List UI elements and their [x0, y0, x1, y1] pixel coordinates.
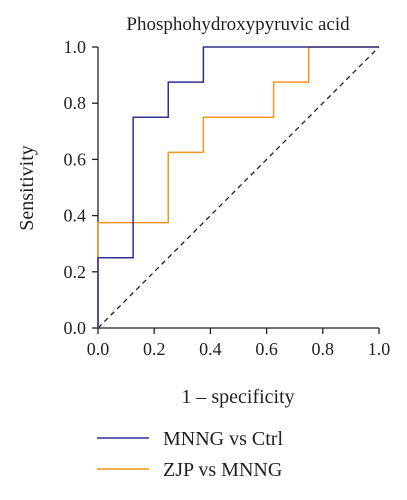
legend-label: ZJP vs MNNG [163, 459, 282, 481]
y-tick-label: 0.8 [64, 93, 87, 113]
y-tick-label: 0.6 [64, 149, 87, 169]
series-line-mnng-vs-ctrl [97, 46, 379, 328]
x-tick-label: 0.4 [199, 339, 222, 359]
x-tick-label: 0.2 [143, 339, 166, 359]
chart-title: Phosphohydroxypyruvic acid [126, 14, 350, 35]
series-line-zjp-vs-mnng [97, 46, 379, 328]
y-tick-label: 0.0 [64, 318, 87, 338]
y-tick-label: 1.0 [64, 37, 87, 57]
reference-diagonal-line [97, 46, 380, 329]
x-tick-label: 0.8 [312, 339, 335, 359]
tick-label-layer: 0.0 0.2 0.4 0.6 0.8 1.0 0.0 0.2 0.4 0.6 0.8 1.0 [64, 37, 391, 359]
y-tick-label: 0.4 [64, 206, 87, 226]
x-tick-label: 0.0 [87, 339, 110, 359]
legend-label: MNNG vs Ctrl [163, 428, 283, 450]
y-tick-label: 0.2 [64, 262, 87, 282]
y-axis-title: Sensitivity [16, 145, 38, 231]
x-axis-title: 1 – specificity [181, 386, 294, 408]
legend-item: ZJP vs MNNG [97, 459, 282, 481]
x-tick-label: 1.0 [368, 339, 391, 359]
reference-line-layer [97, 46, 380, 329]
legend: MNNG vs Ctrl ZJP vs MNNG [97, 428, 283, 481]
legend-item: MNNG vs Ctrl [97, 428, 283, 450]
x-tick-label: 0.6 [255, 339, 278, 359]
series-layer [97, 46, 379, 328]
